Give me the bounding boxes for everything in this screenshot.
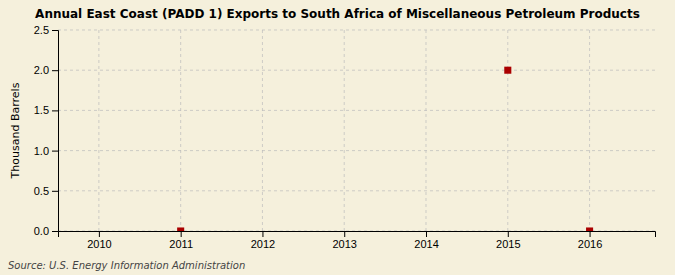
tick-label: 2.0 xyxy=(34,64,49,76)
tick: 2.5 xyxy=(34,24,58,36)
tick-mark xyxy=(426,231,427,237)
grid-line xyxy=(180,30,181,231)
tick: 2016 xyxy=(578,231,602,250)
tick: 0.0 xyxy=(34,225,58,237)
plot: 2010 2011 2012 2013 2014 2015 2016 0.0 0.5 1.0 1.5… xyxy=(34,24,656,250)
tick-label: 2012 xyxy=(251,238,275,250)
tick-label: 2015 xyxy=(496,238,520,250)
chart: 2010 2011 2012 2013 2014 2015 2016 0.0 0.5 1.0 1.5… xyxy=(0,0,675,275)
tick-mark xyxy=(52,151,58,152)
tick: 2015 xyxy=(496,231,520,250)
grid-line xyxy=(262,30,263,231)
tick-mark xyxy=(344,231,345,237)
tick-label: 2016 xyxy=(578,238,602,250)
grid-line xyxy=(98,30,99,231)
tick-mark xyxy=(52,30,58,31)
tick: 2.0 xyxy=(34,64,58,76)
tick-label: 2013 xyxy=(332,238,356,250)
grid-line xyxy=(589,30,590,231)
tick-mark xyxy=(181,231,182,237)
axis-line xyxy=(52,31,59,232)
tick-label: 1.5 xyxy=(34,104,49,116)
tick: 2013 xyxy=(332,231,356,250)
tick-mark xyxy=(99,231,100,237)
tick: 2012 xyxy=(251,231,275,250)
tick: 1.0 xyxy=(34,145,58,157)
tick-mark xyxy=(52,70,58,71)
tick-mark xyxy=(262,231,263,237)
tick-label: 2011 xyxy=(169,238,193,250)
tick-mark xyxy=(52,110,58,111)
tick: 0.5 xyxy=(34,185,58,197)
grid-line xyxy=(426,30,427,231)
axis-line xyxy=(59,232,656,238)
grid-line xyxy=(58,110,655,111)
tick: 1.5 xyxy=(34,104,58,116)
point xyxy=(504,67,511,74)
tick-label: 2014 xyxy=(414,238,438,250)
tick: 2010 xyxy=(87,231,111,250)
tick-mark xyxy=(508,231,509,237)
point xyxy=(586,227,593,231)
tick: 2014 xyxy=(414,231,438,250)
tick-label: 1.0 xyxy=(34,145,49,157)
title: Annual East Coast (PADD 1) Exports to So… xyxy=(35,7,640,21)
tick-mark xyxy=(52,191,58,192)
grid-line xyxy=(58,150,655,151)
tick-mark xyxy=(52,231,58,232)
grid-line xyxy=(507,30,508,231)
point xyxy=(177,227,184,231)
y-axis: 0.0 0.5 1.0 1.5 2.0 2.5 xyxy=(34,24,59,237)
grid-line xyxy=(344,30,345,231)
x-axis: 2010 2011 2012 2013 2014 2015 2016 xyxy=(59,231,656,250)
grid-line xyxy=(58,30,655,31)
grid-line xyxy=(58,70,655,71)
source: Source: U.S. Energy Information Administ… xyxy=(8,260,245,271)
tick-mark xyxy=(590,231,591,237)
grid xyxy=(58,30,655,231)
tick-label: 2010 xyxy=(87,238,111,250)
tick: 2011 xyxy=(169,231,193,250)
y-axis-title: Thousand Barrels xyxy=(9,82,22,179)
tick-label: 0.0 xyxy=(34,225,49,237)
tick-label: 2.5 xyxy=(34,24,49,36)
tick-label: 0.5 xyxy=(34,185,49,197)
points xyxy=(177,67,593,231)
grid-line xyxy=(58,190,655,191)
